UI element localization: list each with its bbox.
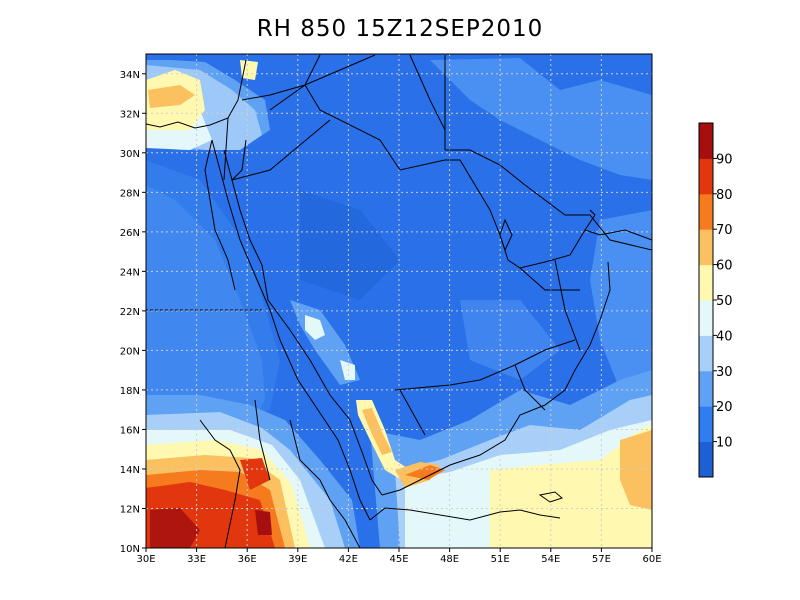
border: [554, 259, 581, 351]
coastlines-and-borders: [146, 54, 652, 548]
lat-tick-label: 34N: [120, 70, 140, 81]
border: [329, 499, 361, 548]
colorbar-swatch: [699, 441, 713, 478]
lat-tick-label: 12N: [120, 504, 140, 515]
rh-contour: [150, 508, 200, 548]
coastline: [538, 491, 563, 503]
border: [584, 229, 652, 241]
lon-tick-label: 57E: [592, 554, 611, 565]
lat-tick-label: 18N: [120, 386, 140, 397]
rh-contour: [362, 408, 392, 455]
colorbar-label: 30: [716, 365, 733, 380]
colorbar-swatch: [699, 193, 713, 230]
colorbar-swatch: [699, 300, 713, 336]
colorbar-swatch: [699, 406, 713, 443]
lon-tick-label: 48E: [440, 554, 459, 565]
lon-tick-label: 54E: [541, 554, 560, 565]
lon-tick-label: 33E: [187, 554, 206, 565]
lat-tick-label: 16N: [120, 425, 140, 436]
colorbar-label: 80: [716, 188, 733, 203]
coastline: [231, 179, 383, 496]
border: [289, 419, 331, 501]
colorbar-swatch: [699, 123, 713, 159]
border: [254, 399, 271, 481]
border: [519, 267, 580, 291]
border: [199, 419, 241, 548]
rh-contour: [405, 465, 445, 480]
colorbar-label: 10: [716, 436, 733, 451]
colorbar-swatch: [699, 335, 713, 372]
coastline: [499, 218, 513, 252]
lat-tick-label: 20N: [120, 346, 140, 357]
rh-contour: [305, 315, 325, 340]
lon-tick-label: 36E: [238, 554, 257, 565]
lat-tick-label: 28N: [120, 188, 140, 199]
rh-contour: [340, 360, 355, 380]
rh-contour: [146, 160, 280, 420]
rh-contour: [460, 300, 560, 380]
coastline: [223, 139, 247, 181]
map-title: RH 850 15Z12SEP2010: [256, 16, 544, 42]
coastline: [445, 149, 652, 251]
colorbar-label: 20: [716, 400, 733, 415]
lat-tick-label: 32N: [120, 109, 140, 120]
coastline: [146, 59, 247, 129]
border: [231, 119, 331, 181]
rh-contour: [620, 430, 652, 510]
coastline: [445, 159, 596, 269]
lat-tick-label: 30N: [120, 149, 140, 160]
rh-contour: [430, 58, 652, 180]
border: [304, 54, 376, 86]
lon-tick-label: 30E: [136, 554, 155, 565]
lon-tick-label: 45E: [389, 554, 408, 565]
lon-tick-label: 42E: [339, 554, 358, 565]
lon-axis: 30E 33E 36E 39E 42E 45E 48E 51E 54E 57E 60E: [136, 548, 662, 565]
border: [394, 339, 576, 391]
lon-tick-label: 51E: [491, 554, 510, 565]
lat-tick-label: 22N: [120, 307, 140, 318]
border: [241, 84, 446, 171]
lat-tick-label: 24N: [120, 267, 140, 278]
border: [223, 117, 229, 181]
rh-contour: [490, 425, 652, 548]
colorbar-swatch: [699, 264, 713, 301]
coastline: [369, 507, 561, 521]
river: [204, 139, 236, 291]
lon-tick-label: 60E: [642, 554, 661, 565]
border: [399, 389, 426, 436]
border: [409, 54, 446, 131]
coastline: [381, 261, 611, 496]
colorbar-swatch: [699, 158, 713, 195]
lon-tick-label: 39E: [288, 554, 307, 565]
lat-tick-label: 26N: [120, 228, 140, 239]
colorbar-label: 50: [716, 294, 733, 309]
lat-lon-grid: [146, 54, 652, 548]
colorbar-label: 70: [716, 223, 733, 238]
colorbar-label: 60: [716, 259, 733, 274]
rh-contour: [590, 210, 652, 390]
rh-contour: [148, 85, 195, 108]
rh-contour: [300, 190, 400, 300]
colorbar-swatch: [699, 229, 713, 266]
border: [514, 364, 546, 411]
colorbar-label: 40: [716, 329, 733, 344]
colorbar-label: 90: [716, 152, 733, 167]
colorbar-swatch: [699, 370, 713, 407]
colorbar: 10 20 30 40 50 60 70 80 90: [698, 122, 733, 478]
lat-tick-label: 14N: [120, 465, 140, 476]
lat-tick-label: 10N: [120, 544, 140, 555]
rh-contour: [255, 510, 272, 535]
lat-axis: 10N 12N 14N 16N 18N 20N 22N 24N 26N 28N 30N 32N 34N: [120, 70, 146, 555]
coastline: [211, 139, 371, 521]
